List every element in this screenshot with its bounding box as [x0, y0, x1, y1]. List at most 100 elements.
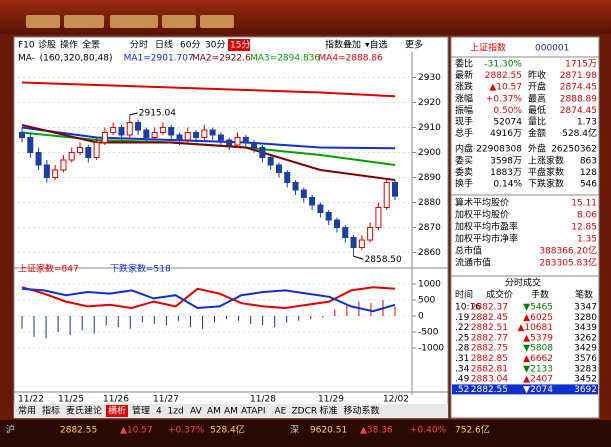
status-item: 沪 [6, 424, 15, 436]
quote-value: 4916万 [490, 129, 522, 139]
tab[interactable]: AE [275, 407, 287, 417]
button[interactable] [26, 15, 60, 28]
trades-header: 笔数 [575, 289, 593, 301]
candle-body [284, 172, 291, 183]
high-annotation: 2915.04 [139, 108, 176, 118]
toolbar-button[interactable]: 全景 [82, 39, 100, 51]
period-button[interactable]: 30分 [205, 40, 225, 51]
trade-cell: 2882.51 [471, 323, 508, 333]
status-item: 2882.55 [60, 426, 97, 436]
period-button[interactable]: 15分 [230, 40, 250, 51]
candle-body [52, 169, 59, 178]
stat-label: 加权平均市净率 [455, 233, 518, 245]
date-label: 11/25 [58, 395, 84, 405]
status-bar [0, 420, 611, 447]
status-item: +0.37% [168, 426, 205, 436]
toolbar-button[interactable]: 更多 [405, 39, 423, 51]
trade-cell: 2882.85 [471, 354, 508, 364]
annotation-line [129, 112, 138, 116]
ma-line [21, 124, 396, 181]
toolbar-button[interactable]: 指数叠加 [325, 39, 361, 51]
trades-header: 手数 [531, 289, 549, 301]
price-tick-label: 2910 [418, 123, 441, 133]
candle-body [135, 122, 142, 131]
button[interactable] [162, 15, 196, 28]
candle-body [118, 127, 125, 136]
quote-label: 涨跌 [455, 82, 473, 93]
candle-body [143, 129, 150, 138]
trade-cell: ▲10681 [517, 323, 553, 333]
candle-body [27, 137, 34, 153]
status-item: 9620.51 [310, 426, 347, 436]
candle-body [217, 134, 224, 141]
button[interactable] [64, 15, 104, 28]
candle-body [259, 147, 266, 158]
tab[interactable]: 移动系数 [344, 405, 380, 417]
stat-value: 12.85 [571, 223, 597, 233]
trade-cell: ▲6662 [523, 354, 553, 364]
active-tab [106, 405, 128, 417]
trade-cell: .22 [455, 323, 469, 333]
toolbar-button[interactable]: F10 [18, 41, 35, 51]
button[interactable] [200, 15, 234, 28]
tab[interactable]: AV [190, 407, 203, 417]
top-buttons[interactable] [26, 15, 234, 28]
quote-value: ▲10.57 [489, 83, 522, 93]
tab[interactable]: 横析 [108, 405, 126, 417]
tab[interactable]: 麦氏建论 [66, 405, 102, 417]
candle-body [60, 159, 67, 171]
tab[interactable]: AM [224, 407, 238, 417]
quote-value: 1.73 [577, 118, 597, 128]
candle-body [110, 127, 117, 133]
status-item: 深 [290, 425, 299, 436]
tab[interactable]: 指标 [42, 405, 60, 417]
toolbar-button[interactable]: ▾自选 [365, 39, 388, 51]
period-button[interactable]: 日线 [155, 39, 173, 51]
period-button[interactable]: 60分 [180, 40, 200, 51]
trade-cell: .49 [455, 375, 470, 385]
candle-body [19, 132, 25, 138]
indicator-legend: 上证家数=847 [18, 263, 79, 275]
tab[interactable]: 标准 [320, 405, 338, 417]
trade-cell: 3452 [574, 375, 597, 385]
quote-label: 下跌家数 [528, 178, 564, 190]
candle-body [35, 152, 42, 166]
quote-value: 1883万 [490, 168, 522, 178]
trade-cell: 2882.55 [471, 385, 508, 395]
tab[interactable]: 管理 [132, 405, 150, 417]
stat-value: 8.06 [577, 211, 597, 221]
indicator-tick-label: 0 [418, 312, 424, 322]
annotation-line [353, 255, 364, 260]
candle-body [201, 129, 208, 138]
tab[interactable]: 1zd [168, 407, 184, 417]
trade-cell: ▲5379 [523, 333, 553, 343]
status-item: ▲38.36 [360, 426, 393, 436]
candle-body [251, 142, 258, 148]
price-tick-label: 2930 [418, 73, 441, 83]
period-button[interactable]: 分时 [130, 39, 148, 51]
quote-value: 528.4亿 [562, 127, 597, 139]
quote-label: 内盘 [455, 143, 473, 155]
trade-cell: ▼2074 [523, 385, 553, 395]
quote-title: 上证指数 [470, 42, 506, 54]
quote-label: 现手 [455, 116, 473, 128]
trade-cell: 3576 [574, 354, 597, 364]
ma-legend: MA2=2922.6 [192, 54, 251, 64]
quote-value: 2874.45 [560, 106, 597, 116]
quote-label: 振幅 [455, 104, 473, 116]
tab[interactable]: ATAPI [241, 407, 266, 417]
stat-label: 加权平均市盈率 [455, 221, 518, 233]
toolbar-button[interactable]: 操作 [60, 39, 78, 51]
trade-cell: ▼5808 [523, 344, 553, 354]
stat-label: 加权平均股价 [455, 209, 509, 221]
stat-value: 15.11 [571, 199, 597, 209]
candle-body [392, 182, 398, 197]
toolbar-button[interactable]: 诊股 [38, 39, 56, 51]
tab[interactable]: AM [207, 407, 221, 417]
button[interactable] [110, 15, 158, 28]
tab[interactable]: 常用 [18, 405, 36, 417]
trade-cell: 2882.77 [471, 333, 508, 343]
price-tick-label: 2870 [418, 223, 441, 233]
tab[interactable]: ZDCR [292, 407, 318, 417]
tab[interactable]: 4 [156, 407, 162, 417]
